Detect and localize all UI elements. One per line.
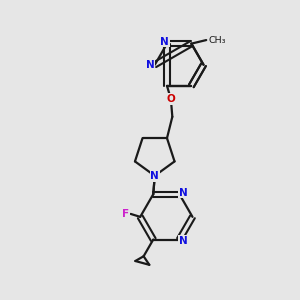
Text: N: N: [146, 60, 155, 70]
Text: N: N: [178, 188, 188, 198]
Text: N: N: [150, 171, 159, 181]
Text: O: O: [167, 94, 175, 104]
Text: N: N: [160, 37, 169, 46]
Text: F: F: [122, 209, 129, 219]
Text: CH₃: CH₃: [208, 36, 226, 45]
Text: N: N: [178, 236, 188, 246]
